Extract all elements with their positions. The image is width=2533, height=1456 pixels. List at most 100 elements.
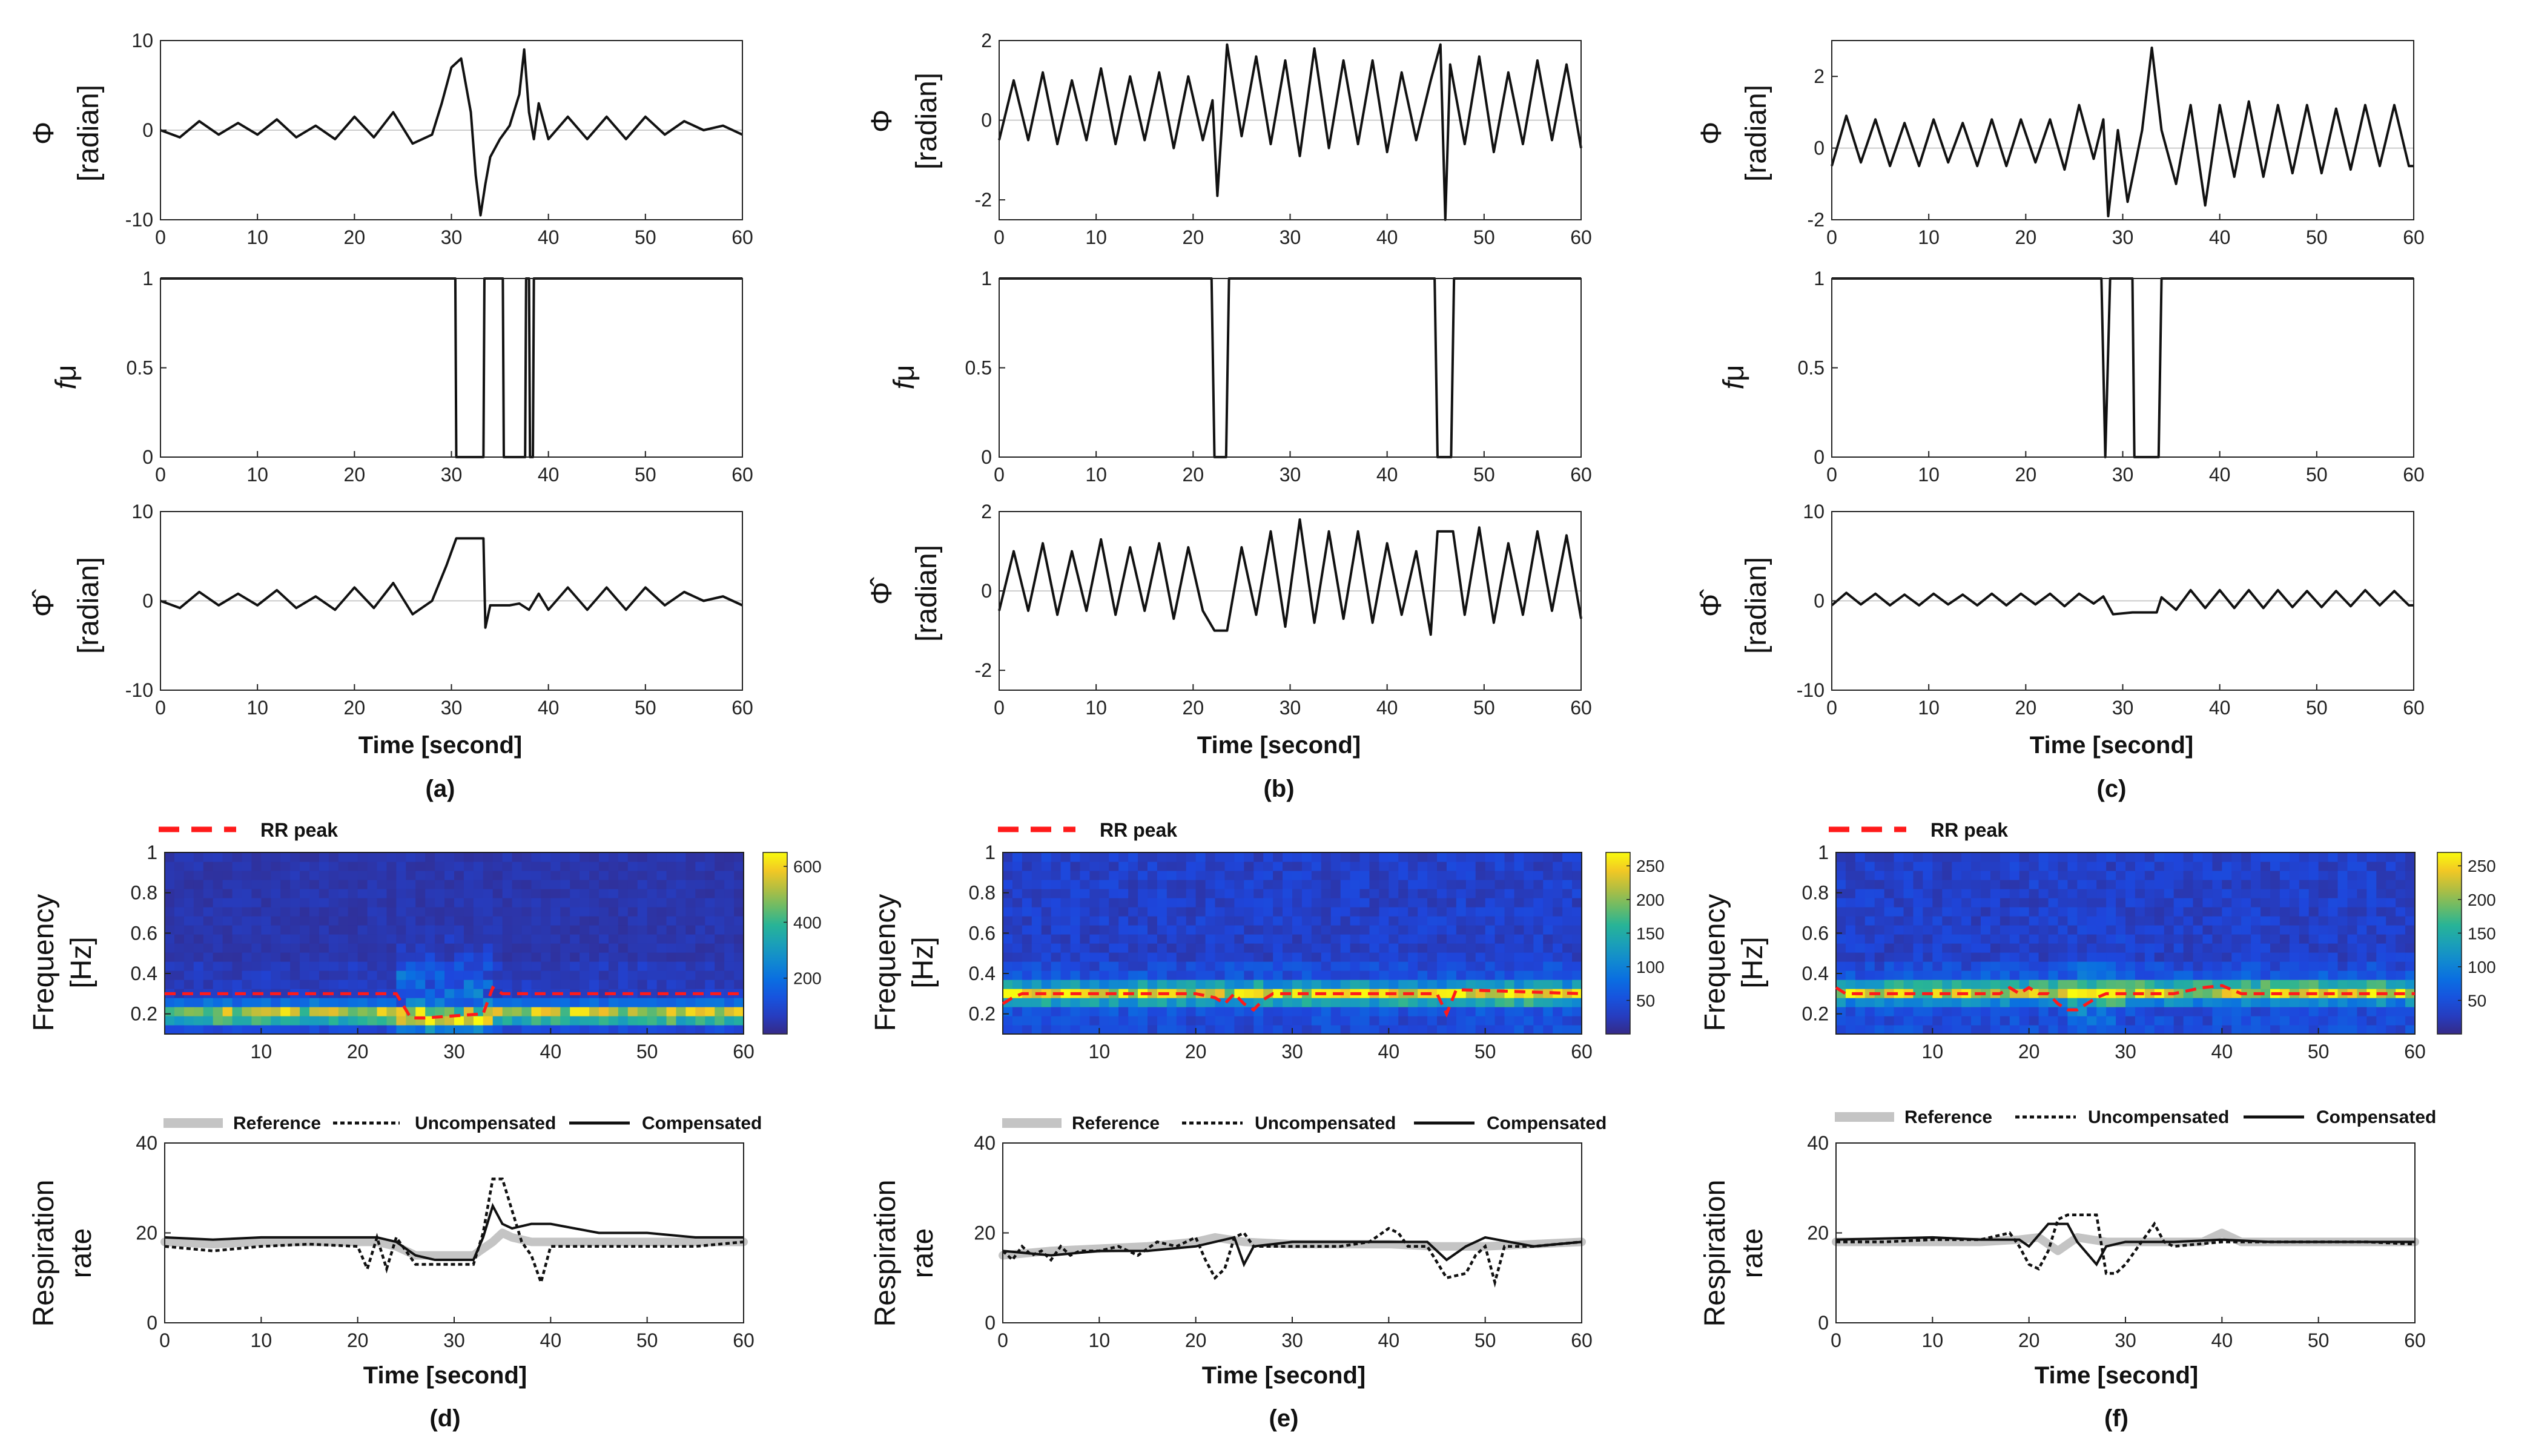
heatmap-cell: [261, 989, 271, 998]
heatmap-cell: [1359, 925, 1370, 935]
heatmap-cell: [685, 952, 696, 962]
heatmap-cell: [183, 916, 194, 926]
heatmap-cell: [1157, 889, 1167, 898]
heatmap-cell: [2357, 934, 2367, 944]
heatmap-cell: [174, 907, 185, 917]
heatmap-cell: [618, 1025, 629, 1035]
heatmap-cell: [2299, 861, 2310, 871]
ylabel-f-freq-unit: [Hz]: [1737, 937, 1769, 988]
heatmap-cell: [1845, 934, 1856, 944]
legend-reference-label: Reference: [1904, 1107, 1992, 1127]
heatmap-cell: [1952, 980, 1962, 989]
heatmap-cell: [2019, 952, 2030, 962]
heatmap-cell: [512, 998, 523, 1007]
heatmap-cell: [2261, 943, 2271, 953]
heatmap-cell: [647, 934, 658, 944]
heatmap-cell: [492, 998, 503, 1007]
heatmap-cell: [2202, 970, 2213, 980]
heatmap-cell: [463, 880, 474, 889]
heatmap-cell: [2308, 889, 2319, 898]
heatmap-cell: [319, 970, 329, 980]
heatmap-cell: [444, 907, 455, 917]
heatmap-cell: [183, 934, 194, 944]
heatmap-cell: [367, 925, 378, 935]
heatmap-cell: [1273, 952, 1283, 962]
heatmap-cell: [2135, 916, 2145, 926]
heatmap-cell: [1437, 916, 1447, 926]
heatmap-cell: [2038, 1025, 2049, 1035]
heatmap-cell: [2328, 970, 2339, 980]
heatmap-cell: [1128, 970, 1138, 980]
heatmap-cell: [1845, 989, 1856, 998]
heatmap-cell: [1485, 1025, 1496, 1035]
heatmap-cell: [1981, 998, 1991, 1007]
heatmap-cell: [1012, 871, 1023, 880]
heatmap-cell: [521, 998, 532, 1007]
y-tick-label: 0: [985, 1312, 996, 1334]
heatmap-cell: [1864, 898, 1875, 908]
heatmap-cell: [2000, 934, 2010, 944]
heatmap-cell: [425, 989, 435, 998]
heatmap-cell: [1022, 916, 1032, 926]
heatmap-cell: [1456, 961, 1467, 971]
heatmap-cell: [1572, 998, 1582, 1007]
heatmap-cell: [2029, 871, 2039, 880]
heatmap-cell: [1971, 880, 1981, 889]
heatmap-cell: [242, 898, 252, 908]
heatmap-cell: [2154, 916, 2165, 926]
heatmap-cell: [1932, 1007, 1943, 1016]
heatmap-cell: [1195, 916, 1206, 926]
x-tick-label: 20: [1185, 1041, 1207, 1062]
heatmap-cell: [1533, 998, 1544, 1007]
heatmap-cell: [1099, 916, 1109, 926]
heatmap-cell: [1099, 925, 1109, 935]
heatmap-cell: [1562, 934, 1573, 944]
heatmap-cell: [1884, 861, 1895, 871]
heatmap-cell: [2029, 1025, 2039, 1035]
heatmap-cell: [1543, 943, 1553, 953]
heatmap-cell: [1398, 970, 1409, 980]
ylabel-a-fmu: f μ: [50, 364, 82, 389]
heatmap-cell: [174, 989, 185, 998]
heatmap-cell: [444, 980, 455, 989]
heatmap-cell: [319, 1016, 329, 1026]
heatmap-cell: [1089, 907, 1100, 917]
heatmap-cell: [589, 907, 599, 917]
heatmap-cell: [2009, 925, 2020, 935]
heatmap-cell: [1836, 889, 1846, 898]
heatmap-cell: [406, 1016, 416, 1026]
heatmap-cell: [1350, 916, 1361, 926]
heatmap-cell: [1022, 852, 1032, 862]
heatmap-cell: [2058, 898, 2068, 908]
heatmap-cell: [580, 871, 590, 880]
heatmap-cell: [2193, 880, 2204, 889]
heatmap-cell: [1359, 980, 1370, 989]
heatmap-cell: [1109, 952, 1119, 962]
heatmap-cell: [203, 852, 214, 862]
svg-text:μ: μ: [888, 364, 920, 381]
heatmap-cell: [2357, 880, 2367, 889]
heatmap-cell: [222, 1007, 233, 1016]
y-tick-label: 20: [974, 1222, 996, 1244]
heatmap-cell: [1874, 898, 1885, 908]
heatmap-cell: [415, 1007, 426, 1016]
heatmap-cell: [1961, 998, 1972, 1007]
heatmap-cell: [271, 998, 281, 1007]
heatmap-cell: [2193, 934, 2204, 944]
x-tick-label: 0: [155, 226, 166, 248]
heatmap-cell: [2270, 943, 2280, 953]
heatmap-cell: [512, 1025, 523, 1035]
heatmap-cell: [1981, 889, 1991, 898]
heatmap-cell: [2251, 916, 2261, 926]
x-tick-label: 30: [443, 1041, 465, 1062]
heatmap-cell: [261, 907, 271, 917]
heatmap-cell: [521, 934, 532, 944]
x-tick-label: 20: [2018, 1329, 2040, 1351]
heatmap-cell: [1330, 871, 1341, 880]
heatmap-cell: [502, 952, 513, 962]
heatmap-cell: [2144, 943, 2155, 953]
heatmap-cell: [251, 961, 262, 971]
heatmap-cell: [1292, 934, 1303, 944]
heatmap-cell: [531, 961, 541, 971]
heatmap-cell: [2212, 889, 2222, 898]
